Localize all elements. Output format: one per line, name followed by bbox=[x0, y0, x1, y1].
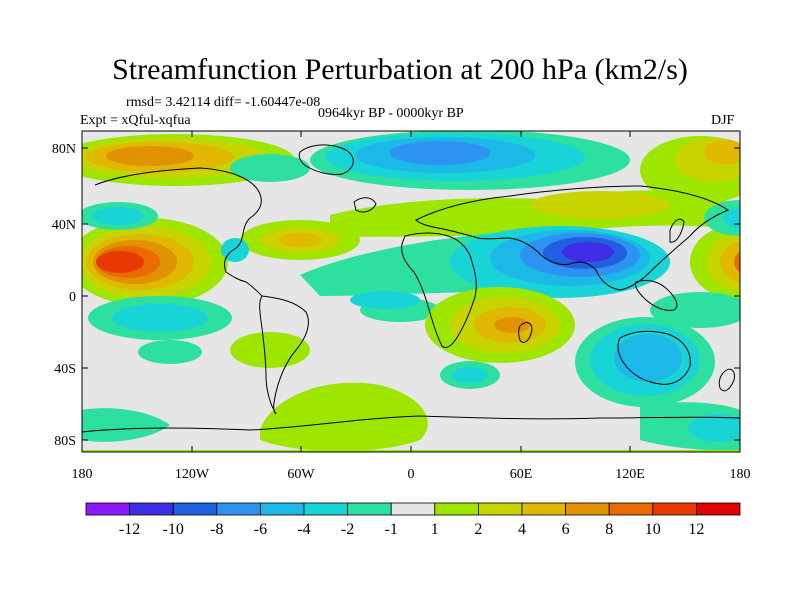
field-antarctic bbox=[82, 382, 740, 452]
madagascar-coast bbox=[518, 322, 533, 343]
lon-tick-label: 60E bbox=[510, 467, 533, 482]
colorbar-swatch bbox=[477, 502, 523, 516]
colorbar-label: 2 bbox=[474, 521, 482, 538]
field-eurasia-positive bbox=[240, 190, 740, 260]
colorbar-label: 10 bbox=[645, 521, 661, 538]
longitude-labels: 180 120W 60W 0 60E 120E 180 bbox=[72, 467, 751, 482]
colorbar-swatch bbox=[85, 502, 130, 516]
lon-tick-label: 60W bbox=[287, 467, 315, 482]
new-zealand-coast bbox=[718, 368, 735, 392]
british-isles-coast bbox=[353, 197, 377, 213]
lon-tick-label: 0 bbox=[408, 467, 415, 482]
lat-tick-label: 0 bbox=[69, 290, 76, 305]
colorbar-label: -1 bbox=[385, 521, 398, 538]
colorbar-label: -6 bbox=[254, 521, 267, 538]
colorbar-swatch bbox=[172, 502, 218, 516]
season-label: DJF bbox=[711, 113, 735, 128]
africa-coast bbox=[401, 232, 477, 349]
stats-label: rmsd= 3.42114 diff= -1.60447e-08 bbox=[126, 95, 321, 110]
experiment-label: Expt = xQful-xqfua bbox=[80, 113, 191, 128]
colorbar-swatch bbox=[259, 502, 305, 516]
eurasia-coast bbox=[415, 185, 730, 291]
field-north-pacific-negative bbox=[82, 200, 740, 236]
colorbar-swatch bbox=[303, 502, 348, 516]
colorbar-label: -8 bbox=[210, 521, 223, 538]
south-america-coast bbox=[259, 295, 309, 415]
colorbar-label: -12 bbox=[119, 521, 140, 538]
north-america-coast bbox=[94, 167, 263, 297]
antarctica-coast bbox=[82, 415, 740, 433]
field-indian-ocean-positive bbox=[425, 287, 575, 363]
chart-title: Streamfunction Perturbation at 200 hPa (… bbox=[112, 53, 688, 86]
colorbar-swatch bbox=[434, 502, 479, 516]
colorbar: -12 -10 -8 -6 -4 -2 -1 1 2 4 6 8 10 12 bbox=[85, 502, 741, 538]
colorbar-swatch bbox=[129, 502, 174, 516]
indonesia-coast bbox=[635, 279, 678, 311]
japan-coast bbox=[669, 218, 685, 243]
lat-tick-label: 40N bbox=[52, 218, 76, 233]
map-field bbox=[82, 131, 740, 452]
greenland-coast bbox=[298, 144, 354, 175]
period-label: 0964kyr BP - 0000kyr BP bbox=[318, 106, 464, 121]
colorbar-label: 4 bbox=[518, 521, 526, 538]
colorbar-swatch bbox=[521, 502, 566, 516]
colorbar-label: 1 bbox=[431, 521, 439, 538]
field-pacific-positive bbox=[82, 218, 228, 306]
lon-tick-label: 180 bbox=[72, 467, 93, 482]
colorbar-label: 8 bbox=[605, 521, 613, 538]
lon-tick-label: 180 bbox=[730, 467, 751, 482]
australia-coast bbox=[617, 330, 691, 385]
coastlines bbox=[82, 144, 740, 433]
colorbar-swatch bbox=[696, 502, 741, 516]
lon-tick-label: 120E bbox=[615, 467, 645, 482]
field-north-atlantic-negative bbox=[230, 131, 630, 190]
colorbar-label: -2 bbox=[341, 521, 354, 538]
colorbar-swatch bbox=[390, 502, 436, 516]
colorbar-label: 6 bbox=[562, 521, 570, 538]
field-south-pacific-negative bbox=[88, 291, 740, 340]
latitude-labels: 80N 40N 0 40S 80S bbox=[52, 142, 76, 449]
lon-tick-label: 120W bbox=[175, 467, 210, 482]
field-east-pacific-positive bbox=[690, 224, 740, 300]
colorbar-label: -10 bbox=[163, 521, 184, 538]
colorbar-label: 12 bbox=[688, 521, 704, 538]
lat-tick-label: 80S bbox=[54, 434, 76, 449]
field-asia-negative bbox=[221, 226, 670, 298]
colorbar-swatch bbox=[347, 502, 392, 516]
colorbar-swatch bbox=[652, 502, 697, 516]
axis-ticks bbox=[81, 131, 741, 452]
lat-tick-label: 80N bbox=[52, 142, 76, 157]
colorbar-swatch bbox=[565, 502, 610, 516]
field-australia-negative bbox=[575, 317, 715, 407]
lat-tick-label: 40S bbox=[54, 362, 76, 377]
colorbar-label: -4 bbox=[297, 521, 310, 538]
colorbar-swatch bbox=[216, 502, 261, 516]
colorbar-swatch bbox=[608, 502, 654, 516]
field-north-arctic-positive bbox=[82, 134, 740, 204]
